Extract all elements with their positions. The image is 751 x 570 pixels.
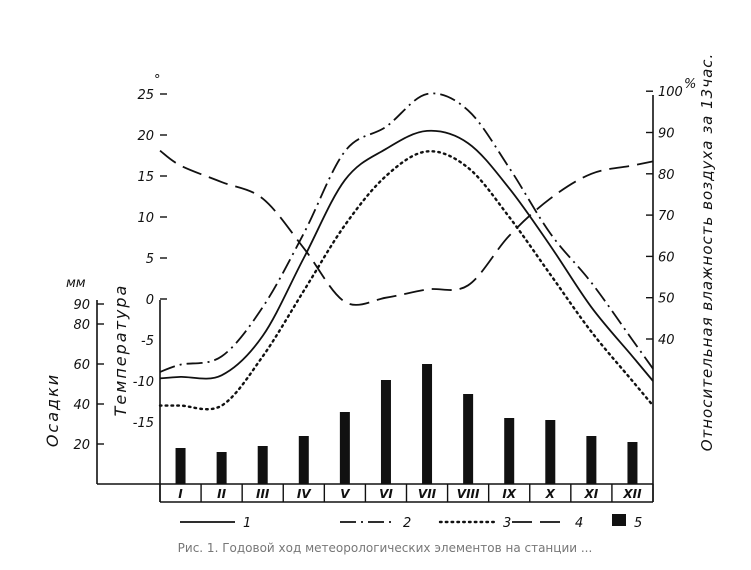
temperature-tick-label: -5 [141, 334, 154, 349]
precipitation-axis-title: Осадки [43, 373, 62, 447]
month-label: X [545, 487, 556, 501]
legend-bar-swatch [612, 514, 626, 526]
legend-label: 3 [503, 516, 511, 531]
temperature-tick-label: -15 [133, 416, 154, 431]
precipitation-axis-ticks: 90 80 60 40 20 [73, 298, 104, 453]
month-grid [159, 484, 654, 502]
legend-label: 5 [634, 516, 642, 531]
month-label: XI [584, 487, 599, 501]
temperature-axis-ticks: 25 20 15 10 5 0 -5 -10 -15 [133, 88, 167, 431]
month-label: VI [379, 487, 393, 501]
series-lines [158, 92, 655, 411]
temperature-tick-label: 25 [137, 88, 154, 103]
humidity-unit-label: % [684, 77, 696, 92]
figure-caption: Рис. 1. Годовой ход метеорологических эл… [178, 541, 593, 555]
precipitation-unit-label: мм [66, 276, 86, 291]
precipitation-bar [380, 380, 391, 484]
temperature-unit-label: ° [154, 73, 161, 88]
precipitation-bar [216, 452, 227, 484]
temperature-tick-label: 0 [146, 293, 154, 308]
legend-label: 4 [575, 516, 583, 531]
month-label: VII [418, 487, 437, 501]
precipitation-bar [298, 436, 309, 484]
humidity-tick-label: 100 [658, 85, 683, 100]
temperature-tick-label: -10 [133, 375, 154, 390]
precipitation-tick-label: 20 [73, 438, 90, 453]
temperature-axis-title: Температура [111, 284, 130, 417]
month-label: II [217, 487, 226, 501]
precipitation-bar [422, 364, 433, 484]
month-label: VIII [457, 487, 480, 501]
precipitation-tick-label: 40 [73, 398, 90, 413]
month-labels: I II III IV V VI VII VIII IX X XI XII [178, 487, 642, 501]
humidity-axis-title: Относительная влажность воздуха за 13час… [698, 53, 716, 452]
series-line-1 [159, 129, 654, 382]
precipitation-bar [545, 420, 556, 484]
temperature-tick-label: 5 [146, 252, 154, 267]
month-label: XII [622, 487, 642, 501]
precipitation-bar [175, 448, 186, 484]
humidity-tick-label: 50 [658, 292, 675, 307]
month-label: IX [502, 487, 516, 501]
humidity-tick-label: 40 [658, 333, 675, 348]
legend-label: 2 [403, 516, 411, 531]
series-line-3 [158, 150, 655, 411]
precipitation-bars [175, 364, 638, 484]
precipitation-tick-label: 90 [73, 298, 90, 313]
precipitation-bar [339, 412, 350, 484]
temperature-tick-label: 10 [137, 211, 154, 226]
month-label: I [178, 487, 183, 501]
series-line-2 [159, 92, 654, 373]
humidity-axis-ticks: 100 90 80 70 60 50 40 [646, 85, 683, 348]
humidity-tick-label: 90 [658, 127, 675, 142]
precipitation-tick-label: 60 [73, 358, 90, 373]
legend: 1 2 3 4 5 [180, 514, 642, 531]
precipitation-bar [586, 436, 597, 484]
temperature-tick-label: 15 [137, 170, 154, 185]
month-label: III [256, 487, 270, 501]
humidity-tick-label: 60 [658, 250, 675, 265]
precipitation-tick-label: 80 [73, 318, 90, 333]
precipitation-bar [627, 442, 638, 484]
legend-label: 1 [243, 516, 251, 531]
precipitation-bar [257, 446, 268, 484]
series-line-4 [159, 149, 654, 306]
humidity-tick-label: 80 [658, 168, 675, 183]
month-label: V [340, 487, 351, 501]
temperature-tick-label: 20 [137, 129, 154, 144]
precipitation-bar [504, 418, 515, 484]
month-label: IV [297, 487, 312, 501]
precipitation-bar [463, 394, 474, 484]
humidity-tick-label: 70 [658, 209, 675, 224]
